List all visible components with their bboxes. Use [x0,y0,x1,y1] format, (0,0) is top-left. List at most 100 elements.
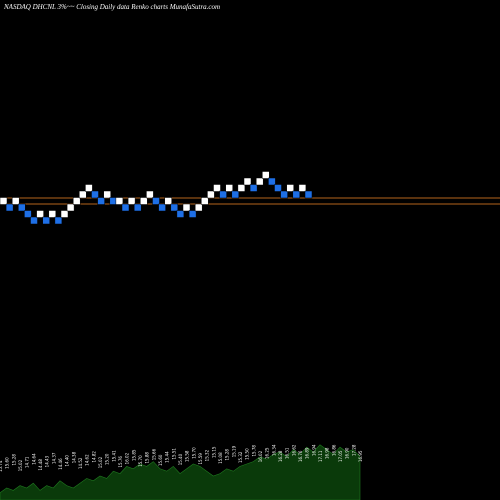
price-label: 14.37 [51,452,56,464]
price-label: 16.95 [358,450,363,462]
renko-brick-down [219,190,227,199]
price-label: 16.98 [325,447,330,459]
price-label: 15.59 [198,453,203,465]
renko-brick-down [97,197,105,205]
price-label: 16.02 [125,452,130,464]
renko-brick-down [121,203,130,212]
price-label: 15.74 [0,460,3,472]
renko-brick-down [30,216,38,225]
renko-brick-down [5,203,14,212]
price-label: 16.51 [285,447,290,459]
renko-brick-up [194,203,203,212]
price-label: 15.44 [165,451,170,463]
price-label: 15.28 [11,454,16,466]
renko-brick-up [146,190,154,199]
price-label: 14.71 [25,456,30,468]
price-label: 15.41 [111,450,116,462]
price-label: 15.51 [171,448,176,460]
renko-brick-down [274,184,282,192]
renko-brick-up [298,184,307,192]
price-label: 14.52 [78,457,83,469]
price-label: 15.88 [145,452,150,464]
price-label: 17.28 [351,444,356,456]
renko-brick-up [79,190,87,199]
renko-brick-down [18,203,26,212]
price-label: 14.64 [31,453,36,465]
price-label: 16.90 [345,447,350,459]
renko-brick-up [255,177,264,186]
price-label: 16.94 [311,444,316,456]
renko-brick-down [133,203,142,212]
renko-brick-up [140,197,148,205]
price-label: 14.82 [91,451,96,463]
renko-brick-up [66,203,75,212]
renko-brick-down [24,210,32,218]
price-label: 15.60 [158,454,163,466]
renko-brick-up [286,184,294,192]
price-label: 15.70 [138,455,143,467]
renko-brick-down [249,184,258,192]
price-label: 15.78 [251,445,256,457]
price-label: 16.02 [258,450,263,462]
price-label: 15.70 [191,447,196,459]
renko-brick-down [292,190,301,199]
price-label: 14.40 [65,455,70,467]
price-label: 15.60 [5,457,10,469]
renko-brick-down [176,210,185,218]
volume-area [0,444,361,500]
renko-bricks [0,171,313,225]
renko-brick-up [0,197,8,205]
price-label: 15.15 [211,446,216,458]
price-label: 16.89 [305,447,310,459]
price-label: 16.34 [271,444,276,456]
price-label: 15.50 [245,448,250,460]
price-label: 15.19 [231,445,236,457]
renko-brick-up [60,210,69,218]
renko-brick-up [48,210,57,218]
renko-brick-down [170,203,179,212]
price-label: 16.62 [291,444,296,456]
price-label: 15.08 [218,452,223,464]
renko-brick-up [103,190,111,199]
renko-brick-down [188,210,197,218]
price-label: 15.28 [225,449,230,461]
price-label: 16.76 [298,450,303,462]
price-label: 15.32 [205,449,210,461]
price-label: 15.32 [238,451,243,463]
price-label: 15.76 [118,456,123,468]
price-label: 15.02 [98,456,103,468]
renko-brick-up [237,184,246,192]
renko-brick-up [207,190,215,199]
renko-brick-down [152,197,160,205]
renko-brick-up [225,184,233,192]
price-label: 14.62 [85,454,90,466]
price-label: 14.46 [58,458,63,470]
renko-brick-up [36,210,44,218]
renko-brick-down [54,216,63,225]
renko-brick-up [72,197,81,205]
renko-brick-up [243,177,252,186]
renko-brick-up [213,184,221,192]
price-label: 15.66 [151,448,156,460]
price-label: 15.20 [105,453,110,465]
volume-area-path [0,444,361,500]
renko-brick-down [231,190,240,199]
renko-brick-up [164,197,172,205]
renko-brick-up [115,197,124,205]
renko-brick-down [268,177,276,186]
price-label: 16.28 [278,450,283,462]
price-label: 17.11 [318,450,323,462]
price-label: 16.86 [331,444,336,456]
price-label: 15.40 [178,453,183,465]
renko-brick-down [158,203,166,212]
renko-brick-up [127,197,136,205]
renko-brick-up [201,197,209,205]
renko-brick-up [85,184,93,192]
renko-brick-down [304,190,313,199]
renko-brick-down [91,190,99,199]
renko-brick-up [262,171,270,179]
price-label: 14.43 [45,455,50,467]
price-label: 14.38 [71,451,76,463]
